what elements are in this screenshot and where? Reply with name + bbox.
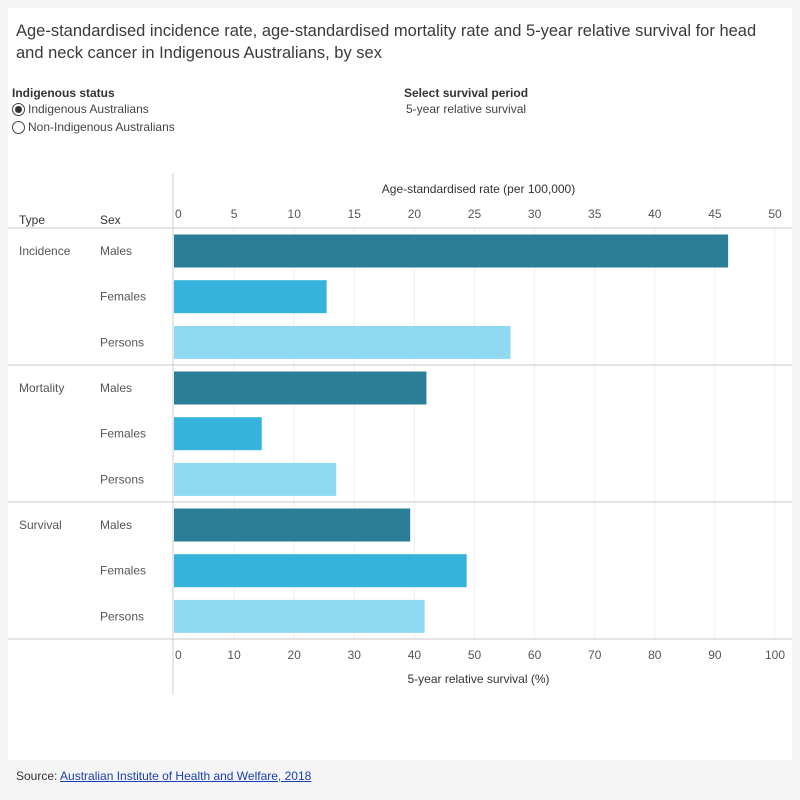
row-sex-label: Males: [100, 518, 132, 532]
top-axis-tick-label: 45: [708, 207, 722, 221]
column-header-type: Type: [19, 213, 45, 227]
bar-incidence-persons[interactable]: [174, 325, 511, 359]
row-sex-label: Females: [100, 564, 146, 578]
radio-indicator[interactable]: [12, 120, 25, 134]
top-axis-tick-label: 40: [648, 207, 662, 221]
bottom-axis-title: 5-year relative survival (%): [407, 672, 549, 686]
top-axis-tick-label: 25: [468, 207, 482, 221]
row-sex-label: Persons: [100, 609, 144, 623]
source-prefix: Source:: [16, 769, 61, 783]
top-axis-tick-label: 50: [768, 207, 782, 221]
bottom-axis-tick-label: 50: [468, 648, 482, 662]
row-sex-label: Persons: [100, 472, 144, 486]
bar-mortality-females[interactable]: [174, 417, 262, 451]
top-axis-tick-label: 20: [408, 207, 422, 221]
bottom-axis-tick-label: 30: [348, 648, 362, 662]
bar-survival-persons[interactable]: [174, 599, 425, 633]
radio-label: Indigenous Australians: [28, 102, 149, 116]
bar-mortality-males[interactable]: [174, 371, 427, 405]
bottom-axis-tick-label: 70: [588, 648, 602, 662]
column-header-sex: Sex: [100, 213, 121, 227]
row-type-label: Survival: [19, 518, 62, 532]
bottom-axis-tick-label: 20: [288, 648, 302, 662]
row-type-label: Incidence: [19, 244, 71, 258]
bar-chart: Type Sex Age-standardised rate (per 100,00…: [8, 173, 792, 695]
bottom-axis-tick-label: 80: [648, 648, 662, 662]
top-axis-tick-label: 30: [528, 207, 542, 221]
radio-indigenous[interactable]: Indigenous Australians: [12, 101, 149, 117]
radio-indicator-checked[interactable]: [12, 102, 25, 116]
row-sex-label: Males: [100, 244, 132, 258]
top-axis-title: Age-standardised rate (per 100,000): [382, 182, 575, 196]
radio-non-indigenous[interactable]: Non-Indigenous Australians: [12, 119, 175, 135]
bar-incidence-females[interactable]: [174, 280, 327, 314]
bottom-axis-tick-label: 100: [765, 648, 785, 662]
indigenous-status-label: Indigenous status: [12, 86, 115, 100]
bottom-axis-tick-label: 60: [528, 648, 542, 662]
radio-label: Non-Indigenous Australians: [28, 120, 175, 134]
bar-survival-males[interactable]: [174, 508, 411, 542]
row-sex-label: Persons: [100, 335, 144, 349]
bar-incidence-males[interactable]: [174, 234, 729, 268]
top-axis-tick-label: 0: [175, 207, 182, 221]
bottom-axis-tick-label: 90: [708, 648, 722, 662]
bottom-axis-tick-label: 0: [175, 648, 182, 662]
row-sex-label: Females: [100, 427, 146, 441]
top-axis-tick-label: 35: [588, 207, 602, 221]
chart-title: Age-standardised incidence rate, age-sta…: [16, 22, 757, 62]
source-note: Source: Australian Institute of Health a…: [16, 769, 311, 783]
bar-mortality-persons[interactable]: [174, 462, 337, 496]
top-axis-tick-label: 15: [348, 207, 362, 221]
bottom-axis-tick-label: 40: [408, 648, 422, 662]
bottom-axis-tick-label: 10: [227, 648, 241, 662]
bar-survival-females[interactable]: [174, 554, 467, 588]
top-axis-tick-label: 10: [288, 207, 302, 221]
survival-period-value[interactable]: 5-year relative survival: [406, 102, 527, 116]
source-link[interactable]: Australian Institute of Health and Welfa…: [60, 769, 312, 783]
row-sex-label: Males: [100, 381, 132, 395]
survival-period-label: Select survival period: [404, 86, 529, 100]
row-sex-label: Females: [100, 290, 146, 304]
top-axis-tick-label: 5: [231, 207, 238, 221]
row-type-label: Mortality: [19, 381, 64, 395]
